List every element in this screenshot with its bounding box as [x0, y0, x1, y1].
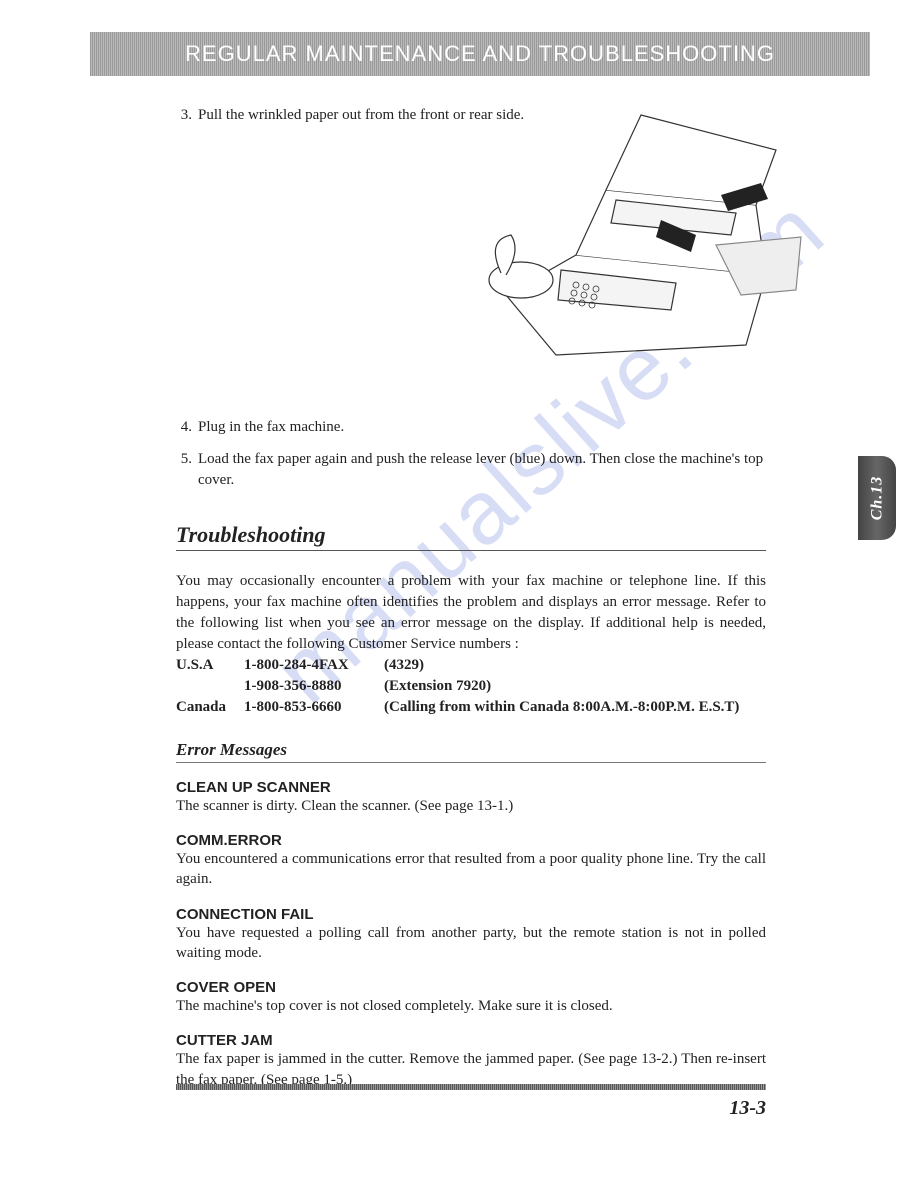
contact-phone: 1-800-853-6660	[244, 697, 384, 718]
error-cover-open: COVER OPEN The machine's top cover is no…	[176, 979, 766, 1016]
contact-note: (Extension 7920)	[384, 676, 491, 697]
contact-usa-1: U.S.A 1-800-284-4FAX (4329)	[176, 655, 766, 676]
contact-phone: 1-800-284-4FAX	[244, 655, 384, 676]
step-text: Plug in the fax machine.	[198, 417, 766, 437]
contact-note: (4329)	[384, 655, 424, 676]
step-number: 5.	[176, 449, 198, 490]
error-body: You encountered a communications error t…	[176, 849, 766, 890]
contact-country: U.S.A	[176, 655, 244, 676]
error-connection-fail: CONNECTION FAIL You have requested a pol…	[176, 906, 766, 964]
error-title: CUTTER JAM	[176, 1032, 766, 1049]
step-number: 4.	[176, 417, 198, 437]
error-clean-scanner: CLEAN UP SCANNER The scanner is dirty. C…	[176, 779, 766, 816]
step-3: 3. Pull the wrinkled paper out from the …	[176, 105, 766, 405]
footer-rule	[176, 1084, 766, 1090]
error-body: You have requested a polling call from a…	[176, 923, 766, 964]
error-body: The scanner is dirty. Clean the scanner.…	[176, 796, 766, 816]
error-title: COMM.ERROR	[176, 832, 766, 849]
error-title: COVER OPEN	[176, 979, 766, 996]
page-content: 3. Pull the wrinkled paper out from the …	[176, 105, 766, 1090]
contact-canada: Canada 1-800-853-6660 (Calling from with…	[176, 697, 766, 718]
error-comm: COMM.ERROR You encountered a communicati…	[176, 832, 766, 890]
error-title: CONNECTION FAIL	[176, 906, 766, 923]
error-body: The machine's top cover is not closed co…	[176, 996, 766, 1016]
step-number: 3.	[176, 105, 198, 405]
chapter-tab: Ch.13	[858, 456, 896, 540]
chapter-header-title: REGULAR MAINTENANCE AND TROUBLESHOOTING	[185, 41, 775, 67]
troubleshooting-intro: You may occasionally encounter a problem…	[176, 571, 766, 655]
step-5: 5. Load the fax paper again and push the…	[176, 449, 766, 490]
page-number: 13-3	[729, 1097, 766, 1120]
section-title: Troubleshooting	[176, 522, 766, 551]
contact-phone: 1-908-356-8880	[244, 676, 384, 697]
step-4: 4. Plug in the fax machine.	[176, 417, 766, 437]
contact-country: Canada	[176, 697, 244, 718]
contact-usa-2: 1-908-356-8880 (Extension 7920)	[176, 676, 766, 697]
chapter-tab-label: Ch.13	[868, 476, 886, 521]
contact-note: (Calling from within Canada 8:00A.M.-8:0…	[384, 697, 739, 718]
contact-country-blank	[176, 676, 244, 697]
step-text: Load the fax paper again and push the re…	[198, 449, 766, 490]
error-messages-title: Error Messages	[176, 740, 766, 763]
error-cutter-jam: CUTTER JAM The fax paper is jammed in th…	[176, 1032, 766, 1090]
fax-machine-diagram	[466, 95, 806, 395]
chapter-header-band: REGULAR MAINTENANCE AND TROUBLESHOOTING	[90, 32, 870, 76]
error-title: CLEAN UP SCANNER	[176, 779, 766, 796]
